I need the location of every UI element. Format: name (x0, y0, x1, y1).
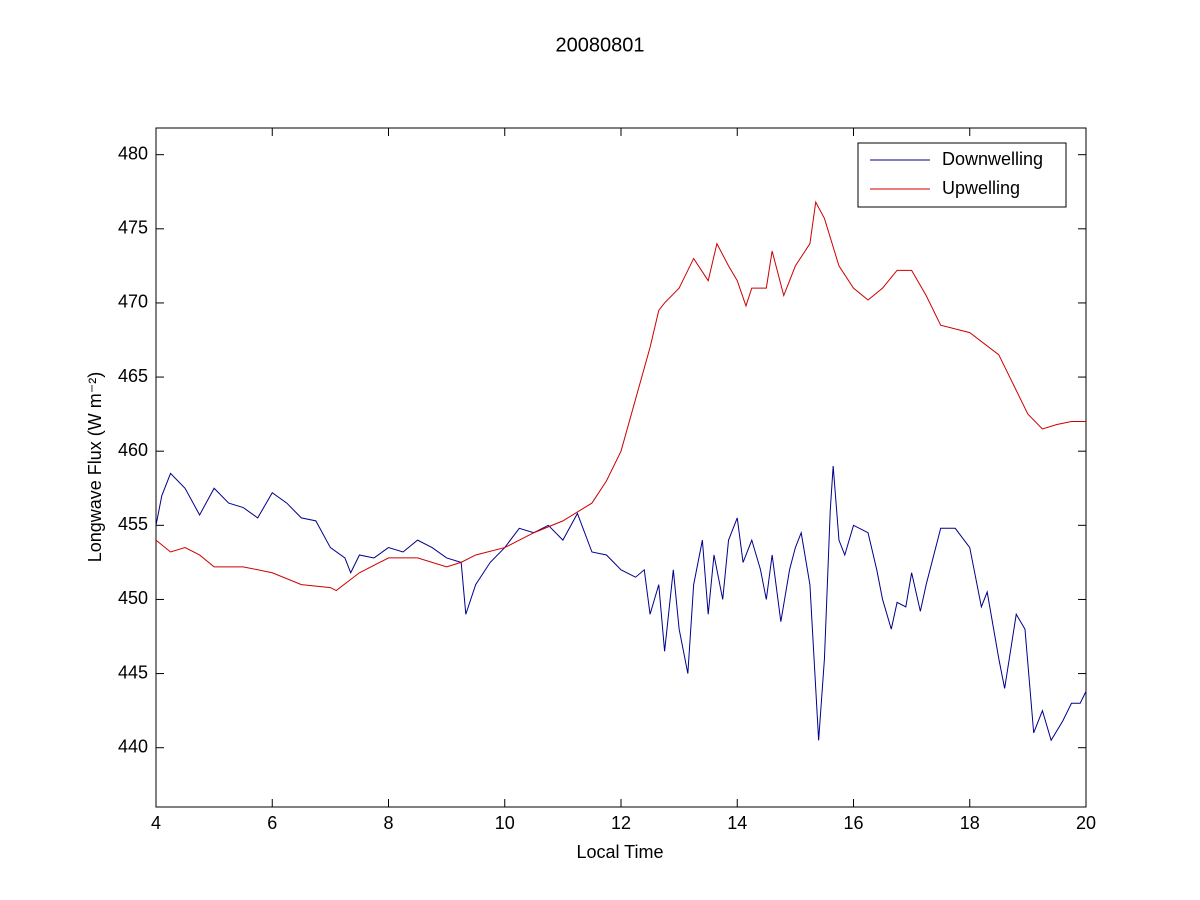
y-tick-label: 445 (118, 662, 148, 682)
y-tick-label: 450 (118, 588, 148, 608)
y-axis-label: Longwave Flux (W m⁻²) (85, 372, 105, 563)
x-tick-label: 6 (267, 813, 277, 833)
y-tick-label: 470 (118, 292, 148, 312)
y-tick-label: 465 (118, 366, 148, 386)
legend-label: Upwelling (942, 178, 1020, 198)
data-line (155, 465, 1087, 742)
y-tick-label: 475 (118, 218, 148, 238)
legend-box (857, 142, 1067, 208)
plot-area (155, 127, 1087, 808)
x-tick-label: 18 (960, 813, 980, 833)
y-tick-label: 480 (118, 143, 148, 163)
y-tick-label: 440 (118, 736, 148, 756)
x-tick-label: 4 (151, 813, 161, 833)
x-tick-label: 20 (1076, 813, 1096, 833)
x-tick-label: 16 (843, 813, 863, 833)
x-tick-label: 10 (495, 813, 515, 833)
legend-label: Downwelling (942, 149, 1043, 169)
x-tick-label: 8 (383, 813, 393, 833)
x-axis-label: Local Time (576, 842, 663, 862)
x-tick-label: 12 (611, 813, 631, 833)
x-tick-label: 14 (727, 813, 747, 833)
y-tick-label: 455 (118, 514, 148, 534)
y-tick-label: 460 (118, 440, 148, 460)
chart-title: 20080801 (556, 34, 645, 56)
data-line (155, 200, 1086, 592)
